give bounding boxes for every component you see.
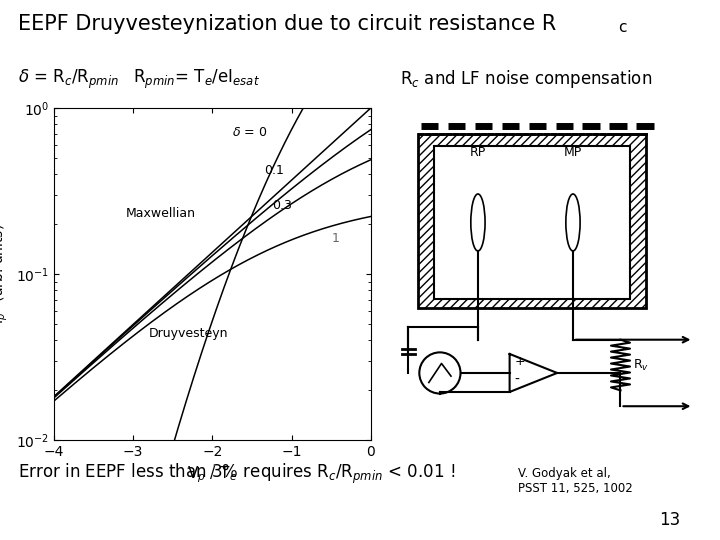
- Text: +: +: [514, 355, 525, 368]
- Text: EEPF Druyvesteynization due to circuit resistance R: EEPF Druyvesteynization due to circuit r…: [18, 14, 557, 33]
- Ellipse shape: [471, 194, 485, 251]
- Text: Druyvesteyn: Druyvesteyn: [149, 327, 228, 340]
- Text: Error in EEPF less than 3% requires R$_c$/R$_{pmin}$ < 0.01 !: Error in EEPF less than 3% requires R$_c…: [18, 462, 455, 486]
- Bar: [433, 146, 630, 299]
- Text: Maxwellian: Maxwellian: [125, 207, 195, 220]
- Text: R$_c$ and LF noise compensation: R$_c$ and LF noise compensation: [400, 68, 652, 90]
- Text: $\delta$ = 0: $\delta$ = 0: [232, 126, 267, 139]
- X-axis label: V$_p$ / T$_e$: V$_p$ / T$_e$: [187, 464, 238, 485]
- Circle shape: [419, 353, 461, 394]
- Text: 1: 1: [331, 232, 339, 246]
- Ellipse shape: [566, 194, 580, 251]
- Text: $\delta$ = R$_c$/R$_{pmin}$: $\delta$ = R$_c$/R$_{pmin}$: [18, 68, 119, 91]
- Text: MP: MP: [564, 146, 582, 159]
- Text: R$_{pmin}$= T$_e$/eI$_{esat}$: R$_{pmin}$= T$_e$/eI$_{esat}$: [133, 68, 260, 91]
- Bar: [418, 134, 646, 308]
- Text: RP: RP: [470, 146, 486, 159]
- Text: -: -: [514, 373, 519, 387]
- Text: 0.3: 0.3: [272, 199, 292, 212]
- Text: V. Godyak et al,
PSST 11, 525, 1002: V. Godyak et al, PSST 11, 525, 1002: [518, 467, 633, 495]
- Text: R$_v$: R$_v$: [633, 357, 649, 373]
- Y-axis label: I$_p$'' (arb. units): I$_p$'' (arb. units): [0, 224, 10, 324]
- Text: 0.1: 0.1: [264, 164, 284, 177]
- Text: 13: 13: [659, 511, 680, 529]
- Text: c: c: [618, 20, 626, 35]
